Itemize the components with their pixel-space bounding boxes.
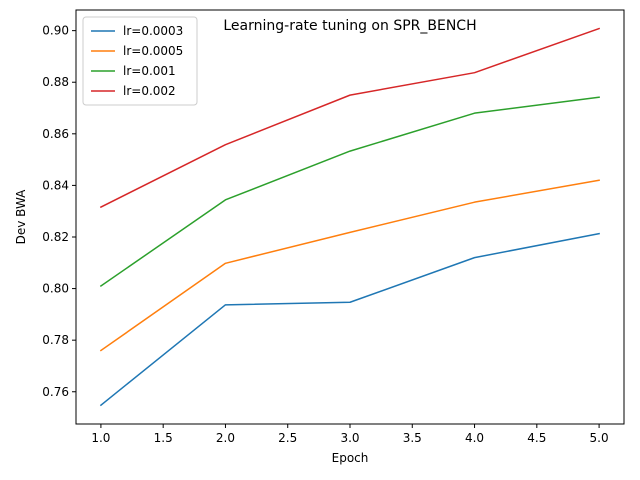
y-axis-label: Dev BWA: [14, 189, 28, 245]
y-tick-label: 0.88: [42, 75, 69, 89]
x-tick-label: 4.5: [527, 431, 546, 445]
series-line: [99, 96, 600, 288]
y-tick-label: 0.80: [42, 282, 69, 296]
x-tick-label: 3.5: [403, 431, 422, 445]
y-tick-label: 0.84: [42, 178, 69, 192]
legend-label: lr=0.0003: [123, 24, 183, 38]
y-tick-label: 0.86: [42, 127, 69, 141]
x-tick-label: 4.0: [465, 431, 484, 445]
y-tick-label: 0.90: [42, 24, 69, 38]
x-tick-label: 5.0: [590, 431, 609, 445]
legend-label: lr=0.001: [123, 64, 176, 78]
x-tick-label: 3.0: [340, 431, 359, 445]
legend-label: lr=0.0005: [123, 44, 183, 58]
x-tick-label: 2.5: [278, 431, 297, 445]
x-axis: 1.0 1.5 2.0 2.5 3.0 3.5 4.0 4.5 5.0: [91, 424, 609, 445]
x-tick-label: 1.5: [154, 431, 173, 445]
plot-area: [99, 27, 601, 407]
legend: lr=0.0003 lr=0.0005 lr=0.001 lr=0.002: [82, 16, 198, 106]
chart-title: Learning-rate tuning on SPR_BENCH: [223, 18, 476, 34]
y-tick-label: 0.78: [42, 333, 69, 347]
y-tick-label: 0.82: [42, 230, 69, 244]
x-tick-label: 1.0: [91, 431, 110, 445]
legend-box: [82, 16, 198, 106]
y-tick-label: 0.76: [42, 385, 69, 399]
legend-label: lr=0.002: [123, 84, 176, 98]
axes-frame: [75, 9, 625, 425]
series-line: [99, 27, 601, 209]
x-tick-label: 2.0: [216, 431, 235, 445]
series-line: [99, 232, 600, 407]
y-axis: 0.76 0.78 0.80 0.82 0.84 0.86 0.88 0.90: [42, 24, 76, 399]
x-axis-label: Epoch: [332, 451, 369, 465]
series-line: [99, 179, 600, 352]
